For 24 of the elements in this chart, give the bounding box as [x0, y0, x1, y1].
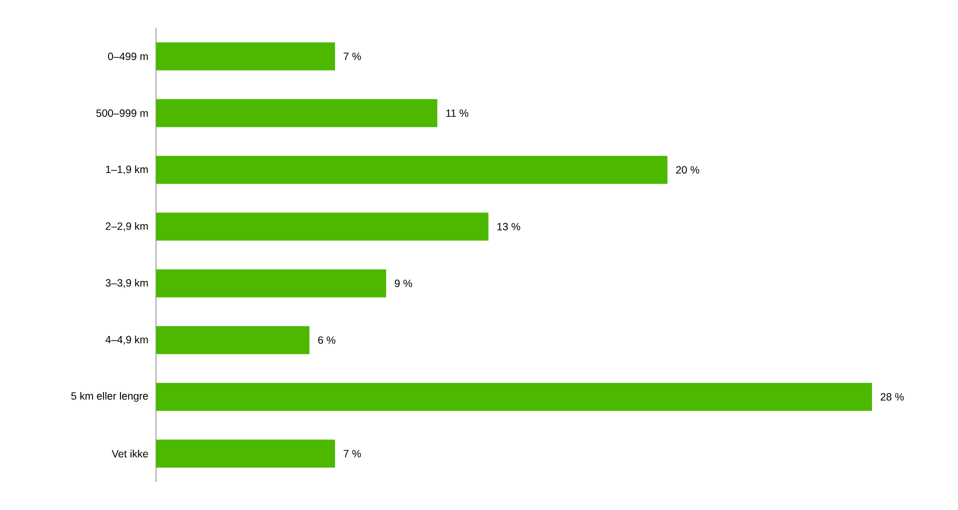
data-label: 7 %: [344, 450, 361, 458]
bar: [156, 212, 488, 241]
y-tick-label: 0–499 m: [108, 52, 148, 60]
data-label: 28 %: [880, 393, 904, 401]
data-label: 20 %: [676, 166, 700, 174]
data-label: 7 %: [344, 52, 361, 60]
data-label: 11 %: [446, 109, 468, 117]
y-tick-label: 1–1,9 km: [106, 165, 148, 174]
y-tick-label: 5 km eller lengre: [71, 392, 148, 402]
y-tick-label: 2–2,9 km: [106, 222, 148, 232]
bar: [156, 326, 310, 354]
data-label: 6 %: [318, 336, 336, 344]
data-label: 9 %: [394, 280, 412, 288]
bar: [156, 382, 872, 411]
bar: [156, 269, 386, 298]
bar: [156, 156, 668, 184]
bar: [156, 99, 438, 128]
y-tick-label: 3–3,9 km: [106, 278, 148, 288]
y-tick-label: 500–999 m: [96, 109, 148, 117]
y-tick-label: 4–4,9 km: [106, 336, 148, 345]
data-label: 13 %: [497, 222, 520, 230]
bar: [156, 42, 336, 70]
y-tick-label: Vet ikke: [112, 450, 148, 458]
bar: [156, 440, 336, 468]
